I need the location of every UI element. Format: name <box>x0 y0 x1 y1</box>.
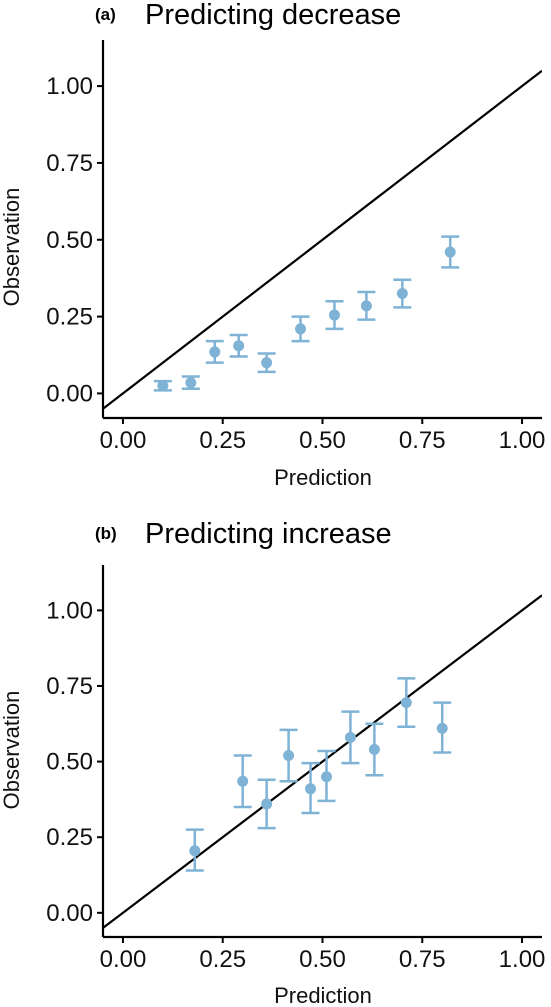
reference-line <box>103 594 542 929</box>
panel-b: (b) Predicting increase 0.00 0.25 0.50 0.75… <box>0 515 551 1007</box>
data-point <box>261 357 273 369</box>
data-point <box>189 845 201 857</box>
data-point <box>444 246 456 258</box>
x-tick-label: 1.00 <box>499 427 546 454</box>
data-point <box>237 775 249 787</box>
chart-title: Predicting increase <box>145 518 392 550</box>
y-tick-label: 0.00 <box>46 380 93 407</box>
panel-tag: (a) <box>95 5 116 24</box>
x-tick-label: 0.25 <box>199 427 246 454</box>
data-point <box>360 300 372 312</box>
x-axis-label: Prediction <box>274 983 372 1007</box>
y-tick-label: 0.25 <box>46 304 93 331</box>
data-point <box>400 697 412 709</box>
marks-layer: 0.00 0.25 0.50 0.75 1.00 0.00 0.25 0.50 0.75 1.00 <box>46 565 545 973</box>
y-tick-label: 0.75 <box>46 673 93 700</box>
data-point <box>283 750 295 762</box>
y-tick-label: 1.00 <box>46 73 93 100</box>
chart-a-svg: (a) Predicting decrease 0.00 0.25 0.50 0.75… <box>0 0 545 490</box>
chart-b-svg: (b) Predicting increase 0.00 0.25 0.50 0.75… <box>0 518 545 1007</box>
x-tick-label: 0.50 <box>299 946 346 973</box>
data-point <box>185 377 197 389</box>
reference-line <box>103 69 542 410</box>
y-tick-label: 0.50 <box>46 227 93 254</box>
data-point <box>328 309 340 321</box>
x-tick-label: 0.00 <box>100 427 147 454</box>
y-tick-label: 0.50 <box>46 749 93 776</box>
data-point <box>320 771 332 783</box>
data-point <box>295 323 307 335</box>
data-point <box>209 346 221 358</box>
y-tick-label: 0.25 <box>46 824 93 851</box>
data-point <box>344 731 356 743</box>
x-tick-label: 0.75 <box>399 427 446 454</box>
x-tick-label: 0.00 <box>100 946 147 973</box>
x-axis-label: Prediction <box>274 465 372 490</box>
data-point <box>396 288 408 300</box>
panel-tag: (b) <box>95 524 117 543</box>
data-point <box>436 722 448 734</box>
data-point <box>233 340 245 352</box>
x-tick-label: 0.75 <box>399 946 446 973</box>
panel-a: (a) Predicting decrease 0.00 0.25 0.50 0.75… <box>0 0 551 500</box>
data-point <box>305 783 317 795</box>
x-tick-label: 0.25 <box>199 946 246 973</box>
chart-title: Predicting decrease <box>145 0 401 31</box>
y-tick-label: 0.75 <box>46 150 93 177</box>
data-point <box>261 798 273 810</box>
y-axis-label: Observation <box>0 691 24 810</box>
data-point <box>157 380 169 392</box>
x-tick-label: 0.50 <box>299 427 346 454</box>
data-point <box>368 743 380 755</box>
y-tick-label: 1.00 <box>46 597 93 624</box>
marks-layer: 0.00 0.25 0.50 0.75 1.00 0.00 0.25 0.50 0.75 1.00 <box>46 40 545 454</box>
x-tick-label: 1.00 <box>499 946 546 973</box>
y-tick-label: 0.00 <box>46 900 93 927</box>
y-axis-label: Observation <box>0 188 24 307</box>
